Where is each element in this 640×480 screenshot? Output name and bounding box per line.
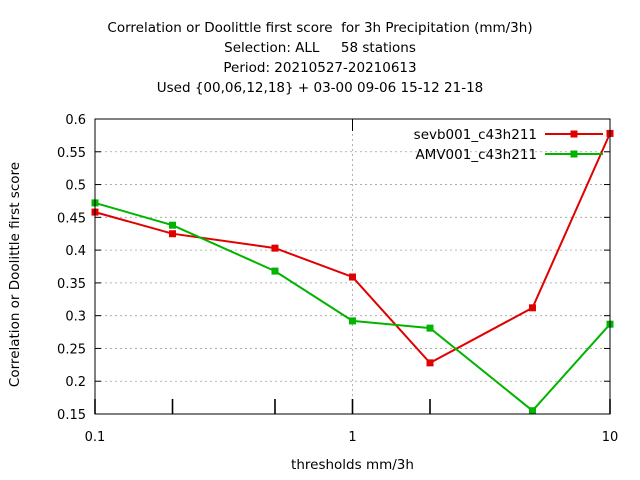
x-minor-ticks xyxy=(171,399,431,414)
data-point xyxy=(528,407,536,415)
y-tick-label: 0.6 xyxy=(65,113,86,128)
y-tick-label: 0.15 xyxy=(57,408,86,423)
plot-border xyxy=(94,118,611,415)
data-point xyxy=(426,324,434,332)
series-layer xyxy=(91,129,614,415)
y-tick-label: 0.25 xyxy=(57,342,86,357)
y-tick-label: 0.5 xyxy=(65,179,86,194)
y-tick-label: 0.4 xyxy=(65,244,86,259)
data-point xyxy=(349,317,356,325)
data-point xyxy=(271,244,279,252)
legend: sevb001_c43h211 AMV001_c43h211 xyxy=(414,127,603,163)
x-tick-label: 10 xyxy=(602,430,619,445)
legend-swatch-marker xyxy=(570,150,578,158)
data-point xyxy=(528,304,536,312)
series-line-sevb001_c43h211 xyxy=(94,132,611,365)
data-point xyxy=(271,267,279,275)
y-axis-label: Correlation or Doolittle first score xyxy=(7,162,23,387)
x-axis: 0.1 1 10 xyxy=(85,119,619,445)
legend-label: sevb001_c43h211 xyxy=(414,127,537,143)
data-point xyxy=(169,221,177,229)
title-line-1: Correlation or Doolittle first score for… xyxy=(107,20,533,36)
data-point xyxy=(349,273,356,281)
y-tick-label: 0.35 xyxy=(57,277,86,292)
y-tick-label: 0.3 xyxy=(65,310,86,325)
y-tick-label: 0.45 xyxy=(57,211,86,226)
legend-swatch-marker xyxy=(570,130,578,138)
grid-lines xyxy=(95,119,610,414)
x-tick-label: 0.1 xyxy=(85,430,106,445)
data-point xyxy=(169,230,177,238)
x-axis-label: thresholds mm/3h xyxy=(291,457,414,473)
title-line-3: Period: 20210527-20210613 xyxy=(223,60,417,76)
title-line-4: Used {00,06,12,18} + 03-00 09-06 15-12 2… xyxy=(156,80,484,96)
title-line-2: Selection: ALL 58 stations xyxy=(224,40,416,56)
legend-label: AMV001_c43h211 xyxy=(415,147,537,163)
y-tick-label: 0.55 xyxy=(57,146,86,161)
data-point xyxy=(426,359,434,367)
y-tick-label: 0.2 xyxy=(65,375,86,390)
x-tick-label: 1 xyxy=(348,430,356,445)
